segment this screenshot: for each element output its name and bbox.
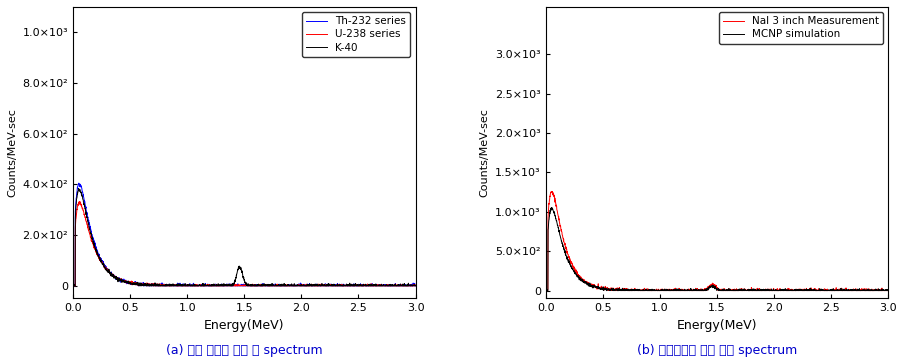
K-40	[400, 284, 411, 288]
MCNP simulation	[545, 205, 556, 210]
Th-232 series	[400, 282, 411, 287]
U-238 series	[400, 284, 411, 288]
NaI 3 inch Measurement	[706, 281, 717, 285]
U-238 series	[410, 283, 421, 288]
K-40	[337, 284, 348, 288]
Text: (a) 지각 방사선 선원 별 spectrum: (a) 지각 방사선 선원 별 spectrum	[166, 344, 322, 357]
Th-232 series	[410, 284, 421, 288]
Th-232 series	[85, 228, 96, 232]
U-238 series	[85, 234, 96, 238]
K-40	[225, 282, 236, 287]
U-238 series	[225, 282, 236, 286]
X-axis label: Energy(MeV): Energy(MeV)	[204, 319, 284, 332]
MCNP simulation	[540, 288, 551, 293]
Line: NaI 3 inch Measurement: NaI 3 inch Measurement	[545, 191, 888, 290]
U-238 series	[400, 283, 411, 288]
Th-232 series	[400, 283, 411, 287]
Text: (b) 배경방사선 선원 모델 spectrum: (b) 배경방사선 선원 모델 spectrum	[636, 344, 796, 357]
Line: Th-232 series: Th-232 series	[73, 183, 415, 286]
Th-232 series	[337, 283, 348, 288]
Legend: NaI 3 inch Measurement, MCNP simulation: NaI 3 inch Measurement, MCNP simulation	[718, 12, 882, 44]
K-40	[234, 265, 245, 269]
U-238 series	[234, 284, 245, 288]
MCNP simulation	[882, 288, 893, 292]
Y-axis label: Counts/MeV-sec: Counts/MeV-sec	[479, 108, 489, 197]
U-238 series	[73, 199, 84, 204]
K-40	[85, 232, 96, 236]
Legend: Th-232 series, U-238 series, K-40: Th-232 series, U-238 series, K-40	[302, 12, 410, 57]
MCNP simulation	[706, 283, 717, 288]
NaI 3 inch Measurement	[872, 288, 883, 293]
NaI 3 inch Measurement	[872, 288, 883, 293]
U-238 series	[337, 284, 348, 288]
MCNP simulation	[557, 245, 568, 249]
NaI 3 inch Measurement	[557, 239, 568, 243]
Line: MCNP simulation: MCNP simulation	[545, 207, 888, 290]
NaI 3 inch Measurement	[697, 288, 708, 292]
NaI 3 inch Measurement	[809, 288, 820, 293]
Y-axis label: Counts/MeV-sec: Counts/MeV-sec	[7, 108, 17, 197]
X-axis label: Energy(MeV): Energy(MeV)	[676, 319, 757, 332]
K-40	[73, 186, 84, 191]
K-40	[410, 284, 421, 288]
Th-232 series	[68, 284, 79, 288]
MCNP simulation	[697, 288, 708, 293]
Line: K-40: K-40	[73, 189, 415, 286]
Th-232 series	[225, 284, 236, 288]
NaI 3 inch Measurement	[882, 288, 893, 293]
K-40	[400, 284, 411, 288]
MCNP simulation	[809, 288, 820, 293]
Line: U-238 series: U-238 series	[73, 202, 415, 286]
Th-232 series	[234, 283, 245, 288]
U-238 series	[68, 284, 79, 288]
MCNP simulation	[872, 288, 883, 293]
K-40	[68, 284, 79, 288]
NaI 3 inch Measurement	[545, 189, 556, 194]
Th-232 series	[73, 181, 84, 185]
MCNP simulation	[872, 287, 883, 291]
NaI 3 inch Measurement	[540, 288, 551, 293]
